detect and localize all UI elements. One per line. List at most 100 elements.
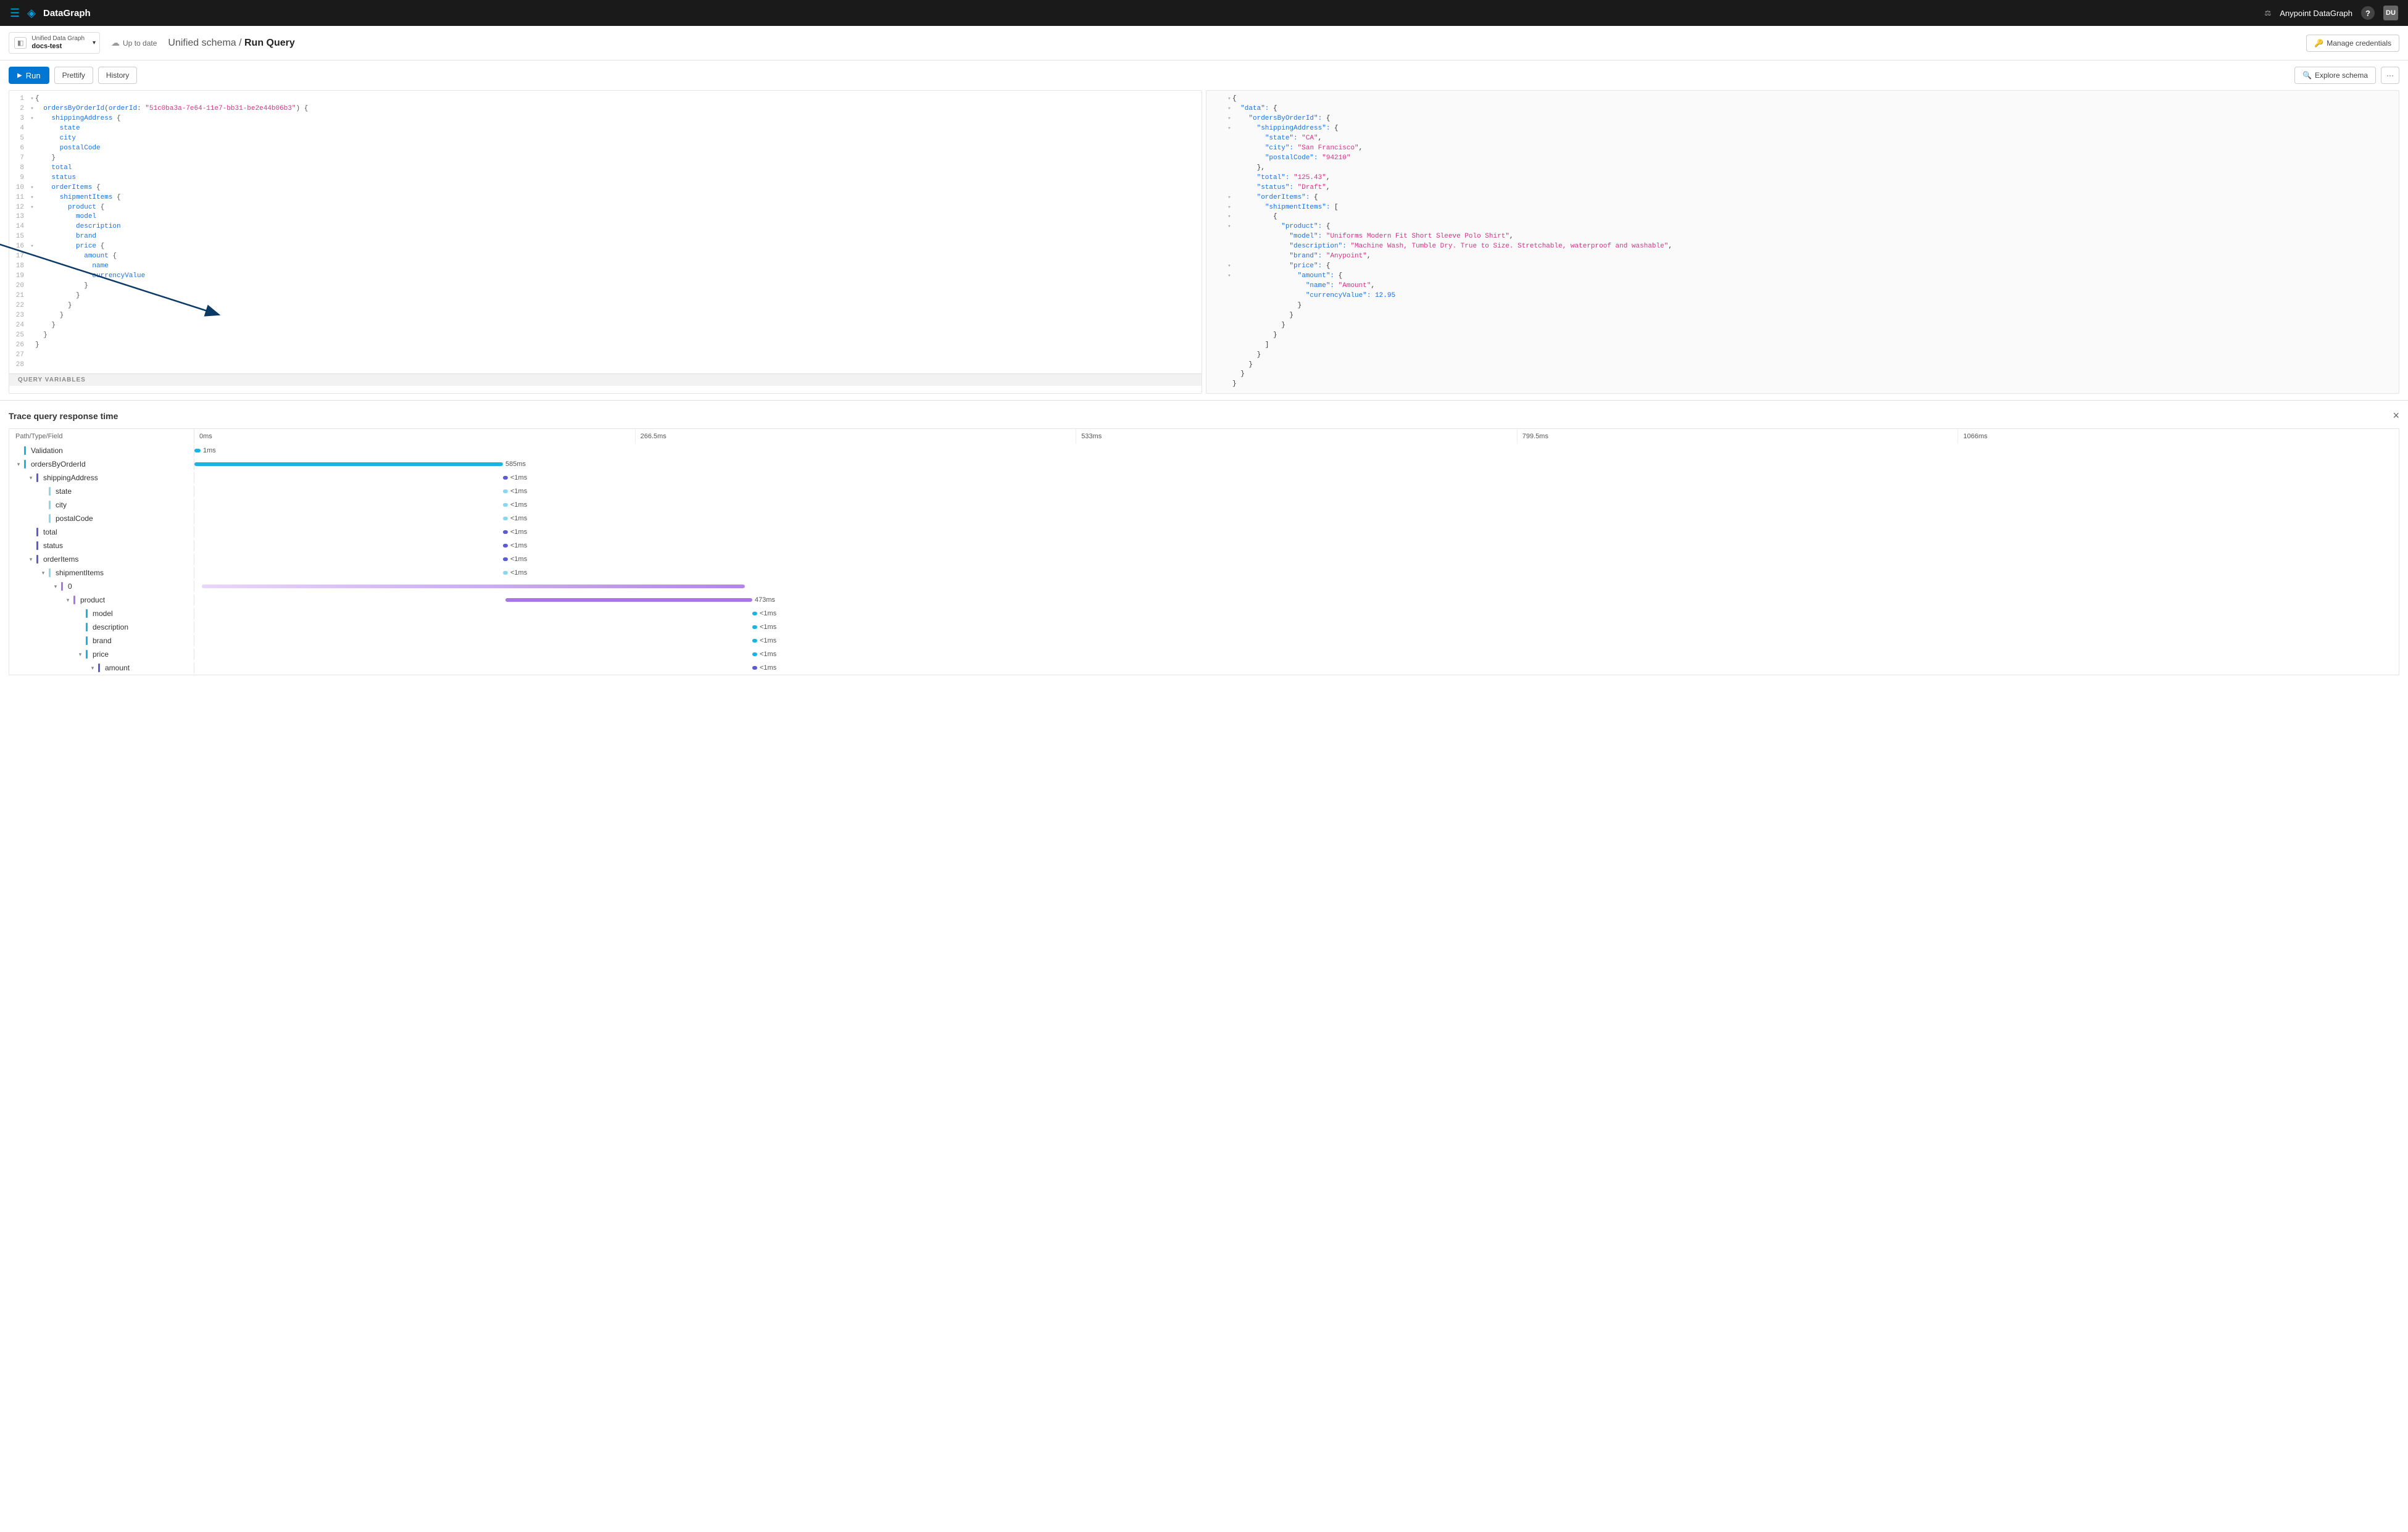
trace-timeline: <1ms xyxy=(194,647,2399,661)
color-marker xyxy=(24,446,26,455)
trace-timeline: <1ms xyxy=(194,539,2399,552)
expand-caret xyxy=(40,502,46,508)
trace-path-cell: ▾0 xyxy=(9,581,194,592)
trace-duration-label: <1ms xyxy=(510,501,527,509)
trace-segment xyxy=(503,503,508,507)
chevron-down-icon: ▾ xyxy=(93,40,96,46)
trace-timeline: <1ms xyxy=(194,485,2399,498)
trace-row: total <1ms xyxy=(9,525,2399,539)
trace-row-label: postalCode xyxy=(56,514,93,523)
project-selector[interactable]: ◧ Unified Data Graph docs-test ▾ xyxy=(9,32,100,54)
trace-timeline: <1ms xyxy=(194,566,2399,580)
trace-row-label: description xyxy=(93,623,128,631)
trace-body: Validation1ms▾ordersByOrderId585ms▾shipp… xyxy=(9,444,2399,675)
trace-timeline: <1ms xyxy=(194,607,2399,620)
trace-row-label: product xyxy=(80,596,105,604)
color-marker xyxy=(86,623,88,631)
trace-row-label: shippingAddress xyxy=(43,473,98,482)
trace-path-cell: ▾ product xyxy=(9,594,194,606)
expand-caret[interactable]: ▾ xyxy=(89,665,96,672)
prettify-button[interactable]: Prettify xyxy=(54,67,93,84)
trace-tick: 533ms xyxy=(1076,429,1517,444)
trace-row-label: total xyxy=(43,528,57,536)
trace-timeline: 1ms xyxy=(194,444,2399,457)
expand-caret[interactable]: ▾ xyxy=(40,570,46,577)
trace-timeline: 473ms xyxy=(194,593,2399,607)
trace-duration-label: <1ms xyxy=(760,623,776,631)
color-marker xyxy=(49,514,51,523)
query-editor[interactable]: 1▾{ 2▾ ordersByOrderId(orderId: "51c0ba3… xyxy=(9,91,1202,373)
trace-duration-label: <1ms xyxy=(510,528,527,536)
user-avatar[interactable]: DU xyxy=(2383,6,2398,20)
trace-row-label: shipmentItems xyxy=(56,568,104,577)
trace-row: description <1ms xyxy=(9,620,2399,634)
trace-path-cell: ▾orderItems xyxy=(9,554,194,565)
trace-segment xyxy=(752,652,757,656)
expand-caret xyxy=(40,488,46,494)
expand-caret[interactable]: ▾ xyxy=(77,651,83,658)
trace-path-cell: city xyxy=(9,499,194,510)
expand-caret[interactable]: ▾ xyxy=(28,556,34,563)
trace-duration-label: 473ms xyxy=(755,596,775,604)
expand-caret xyxy=(28,529,34,535)
trace-duration-label: <1ms xyxy=(510,569,527,577)
close-icon[interactable]: × xyxy=(2393,409,2399,422)
key-icon: 🔑 xyxy=(2314,39,2323,48)
explore-schema-button[interactable]: 🔍 Explore schema xyxy=(2294,67,2376,84)
uptodate-indicator: ☁ Up to date xyxy=(111,38,157,48)
run-label: Run xyxy=(26,71,41,80)
response-pane: ▾{ ▾ "data": { ▾ "ordersByOrderId": { ▾ … xyxy=(1206,90,2399,394)
trace-segment xyxy=(503,517,508,520)
trace-duration-label: <1ms xyxy=(760,610,776,617)
trace-row: ▾ordersByOrderId585ms xyxy=(9,457,2399,471)
trace-path-cell: Validation xyxy=(9,445,194,456)
trace-tick: 799.5ms xyxy=(1517,429,1958,444)
expand-caret xyxy=(40,515,46,522)
datagraph-link[interactable]: Anypoint DataGraph xyxy=(2280,9,2352,18)
explore-schema-label: Explore schema xyxy=(2315,71,2368,80)
breadcrumb: Unified schema / Run Query xyxy=(168,38,294,49)
color-marker xyxy=(24,460,26,468)
play-icon: ▶ xyxy=(17,72,22,79)
trace-tick: 266.5ms xyxy=(635,429,1076,444)
trace-duration-label: 1ms xyxy=(203,447,216,454)
expand-caret[interactable]: ▾ xyxy=(65,597,71,604)
color-marker xyxy=(36,541,38,550)
trace-head-row: Path/Type/Field 0ms266.5ms533ms799.5ms10… xyxy=(9,429,2399,444)
trace-row: model<1ms xyxy=(9,607,2399,620)
editor-area: 1▾{ 2▾ ordersByOrderId(orderId: "51c0ba3… xyxy=(0,90,2408,400)
breadcrumb-current: Run Query xyxy=(244,38,295,48)
run-button[interactable]: ▶ Run xyxy=(9,67,49,84)
help-button[interactable]: ? xyxy=(2361,6,2375,20)
menu-icon[interactable]: ☰ xyxy=(10,7,20,20)
project-text: Unified Data Graph docs-test xyxy=(31,35,85,51)
expand-caret[interactable]: ▾ xyxy=(15,461,22,468)
trace-row: brand<1ms xyxy=(9,634,2399,647)
trace-row-label: state xyxy=(56,487,72,496)
color-marker xyxy=(49,568,51,577)
trace-duration-label: <1ms xyxy=(510,488,527,495)
more-button[interactable]: ··· xyxy=(2381,67,2399,84)
trace-path-cell: state xyxy=(9,486,194,497)
trace-segment xyxy=(503,489,508,493)
response-viewer: ▾{ ▾ "data": { ▾ "ordersByOrderId": { ▾ … xyxy=(1206,91,2399,393)
color-marker xyxy=(86,609,88,618)
trace-duration-label: <1ms xyxy=(760,664,776,672)
trace-row-label: price xyxy=(93,650,109,659)
trace-duration-label: <1ms xyxy=(760,651,776,658)
trace-title: Trace query response time xyxy=(9,411,118,421)
expand-caret[interactable]: ▾ xyxy=(28,475,34,481)
query-pane: 1▾{ 2▾ ordersByOrderId(orderId: "51c0ba3… xyxy=(9,90,1202,394)
expand-caret xyxy=(77,610,83,617)
query-variables-header[interactable]: QUERY VARIABLES xyxy=(9,373,1202,386)
trace-duration-label: 585ms xyxy=(505,460,526,468)
trace-segment xyxy=(752,666,757,670)
project-icon: ◧ xyxy=(14,37,27,49)
history-button[interactable]: History xyxy=(98,67,137,84)
uptodate-label: Up to date xyxy=(123,39,157,48)
color-marker xyxy=(36,555,38,564)
trace-segment xyxy=(503,571,508,575)
expand-caret[interactable]: ▾ xyxy=(52,583,59,590)
trace-row-label: city xyxy=(56,501,67,509)
manage-credentials-button[interactable]: 🔑 Manage credentials xyxy=(2306,35,2399,52)
